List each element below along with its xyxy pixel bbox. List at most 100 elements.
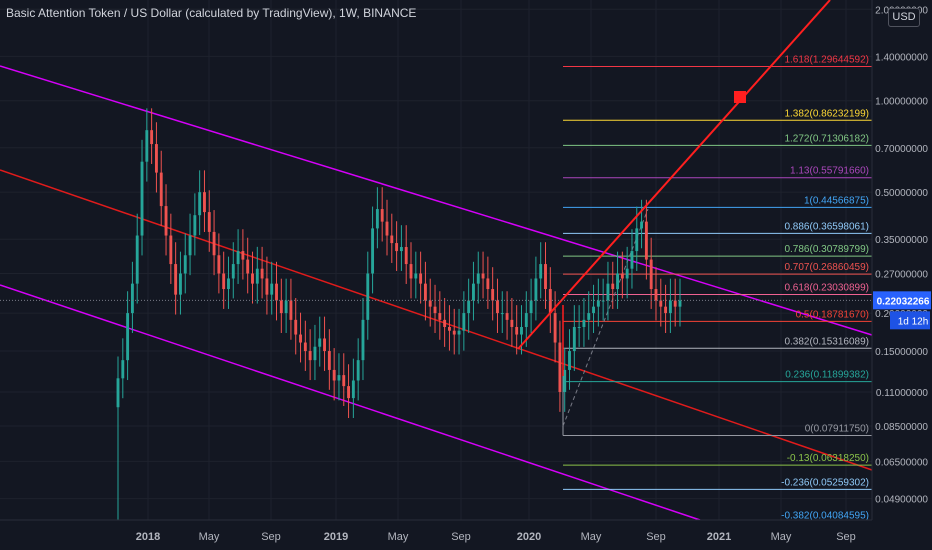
candle-body (399, 247, 403, 252)
candle-body (159, 172, 163, 207)
candle-body (356, 360, 360, 381)
candle-body (130, 283, 134, 314)
candle-body (644, 221, 648, 260)
candle-body (332, 369, 336, 381)
candle-body (222, 273, 226, 290)
fib-level-label: 1.272(0.71306182) (784, 133, 869, 144)
candle-body (179, 273, 182, 295)
candle-body (592, 306, 595, 314)
chart-title: Basic Attention Token / US Dollar (calcu… (6, 6, 417, 20)
candle-body (664, 306, 668, 314)
fib-diagonal (562, 208, 649, 427)
candle-body (289, 300, 293, 320)
candle-body (255, 268, 259, 284)
fib-level-label: 0(0.07911750) (805, 423, 869, 434)
price-tick-label: 0.70000000 (875, 144, 928, 155)
candle-body (313, 346, 317, 361)
candle-body (467, 300, 471, 314)
candle-body (572, 326, 576, 352)
candle-body (587, 313, 591, 320)
fib-level-label: 1.618(1.29644592) (784, 54, 869, 65)
candle-body (568, 351, 571, 370)
candle-body (510, 319, 514, 327)
time-tick-label: 2019 (324, 531, 348, 543)
candle-body (496, 300, 499, 314)
countdown-badge (890, 311, 930, 330)
trend-line (517, 0, 831, 350)
candle-body (299, 334, 302, 343)
candle-body (318, 338, 322, 347)
countdown-label: 1d 12h (898, 316, 929, 327)
candle-body (544, 264, 547, 290)
candle-body (659, 300, 663, 307)
candle-body (246, 259, 250, 274)
candle-body (611, 283, 615, 290)
price-tick-label: 0.06500000 (875, 457, 928, 468)
candle-body (169, 235, 173, 265)
candle-body (342, 375, 346, 387)
time-tick-label: May (771, 531, 792, 543)
price-tick-label: 1.00000000 (875, 97, 928, 108)
candle-body (150, 130, 154, 145)
candle-body (438, 313, 442, 320)
candle-body (673, 300, 677, 307)
candle-body (630, 251, 634, 269)
candle-body (371, 228, 375, 274)
candle-body (251, 273, 254, 284)
candle-body (126, 313, 130, 361)
time-tick-label: May (581, 531, 602, 543)
candle-body (140, 161, 144, 236)
candle-body (198, 192, 202, 216)
candle-body (486, 278, 490, 290)
candle-body (351, 380, 355, 399)
candle-body (548, 289, 552, 314)
candle-body (347, 386, 351, 399)
fib-level-label: 0.707(0.26860459) (784, 262, 869, 273)
candle-body (534, 278, 538, 301)
candle-body (390, 235, 394, 244)
candle-body (558, 342, 562, 392)
candle-body (207, 212, 211, 232)
candle-body (366, 273, 370, 320)
candle-body (539, 264, 543, 279)
candle-body (625, 268, 629, 279)
candle-body (678, 300, 682, 307)
candle-body (443, 319, 447, 327)
time-tick-label: May (388, 531, 409, 543)
fib-level-label: 0.236(0.11899382) (785, 370, 869, 381)
last-price-label: 0.22032266 (877, 296, 930, 307)
last-price-badge (873, 291, 931, 310)
candle-body (308, 351, 312, 361)
candle-body (419, 273, 423, 284)
candle-body (236, 251, 240, 265)
candle-body (164, 206, 168, 236)
candle-body (395, 243, 399, 252)
candle-body (616, 273, 619, 290)
price-tick-label: 0.35000000 (875, 235, 928, 246)
candle-body (174, 264, 178, 295)
price-tick-label: 0.15000000 (875, 347, 928, 358)
candle-body (524, 313, 528, 327)
time-tick-label: May (199, 531, 220, 543)
candle-body (520, 326, 523, 335)
currency-button[interactable]: USD (888, 8, 920, 27)
candle-body (563, 369, 567, 392)
candle-body (227, 278, 230, 290)
candle-body (284, 300, 288, 314)
candle-body (668, 300, 672, 314)
candle-body (491, 289, 495, 301)
channel-upper-line (0, 65, 873, 336)
channel-lower-line (0, 284, 701, 521)
flag-marker (734, 91, 746, 103)
price-tick-label: 1.40000000 (875, 52, 928, 63)
candle-body (404, 247, 408, 265)
candle-body (620, 273, 624, 279)
candle-body (635, 228, 639, 252)
candle-body (231, 264, 235, 279)
candle-body (596, 300, 600, 307)
candle-body (154, 144, 158, 173)
time-tick-label: Sep (836, 531, 856, 543)
candle-body (640, 221, 644, 229)
